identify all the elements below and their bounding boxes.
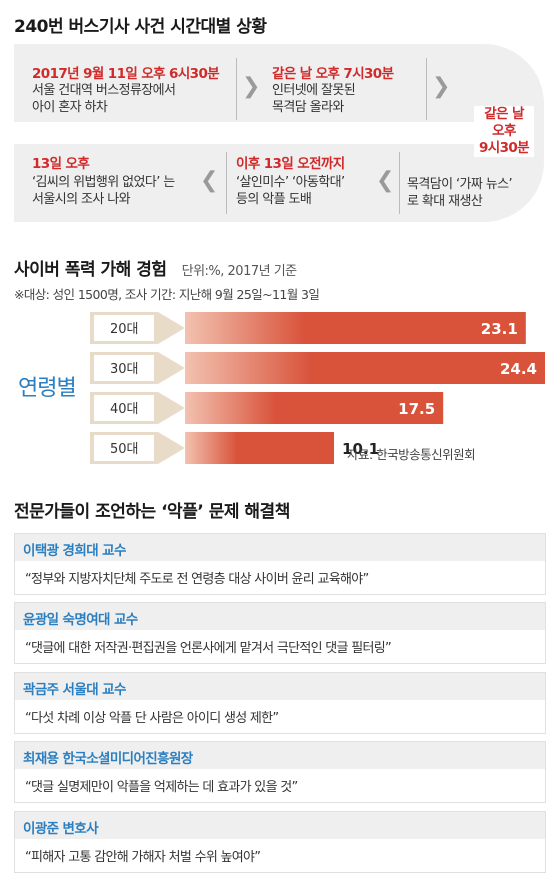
expert-quote: “댓글 실명제만이 악플을 억제하는 데 효과가 있을 것” (25, 780, 298, 795)
event-5-desc: ‘김씨의 위법행위 없었다’ 는 서울시의 조사 나와 (32, 175, 175, 207)
category-tag-face (94, 355, 154, 381)
chevron-arrow-icon: ❮ (376, 168, 395, 193)
category-label: 30대 (110, 362, 139, 377)
axis-label: 연령별 (18, 376, 77, 401)
expert-quote: “다섯 차례 이상 악플 단 사람은 아이디 생성 제한” (25, 711, 279, 726)
value-label: 23.1 (481, 320, 518, 338)
timeline-band (14, 44, 544, 222)
category-tag-face (94, 315, 154, 341)
bar-chart: 20대 23.1 30대 24.4 40대 17.5 50대 10.1 (90, 312, 545, 464)
event-2-desc: 인터넷에 잘못된 목격담 올라와 (272, 83, 356, 115)
expert-name: 윤광일 숙명여대 교수 (15, 603, 545, 630)
expert-quote: “정부와 지방자치단체 주도로 전 연령층 대상 사이버 윤리 교육해야” (25, 572, 369, 587)
chart-note: ※대상: 성인 1500명, 조사 기간: 지난해 9월 25일~11월 3일 (14, 287, 320, 302)
timeline: 2017년 9월 11일 오후 6시30분 서울 건대역 버스정류장에서 아이 … (14, 44, 546, 224)
event-3-desc: 목격담이 ‘가짜 뉴스’ 로 확대 재생산 (407, 177, 513, 209)
expert-name: 곽금주 서울대 교수 (15, 673, 545, 700)
chart-header: 사이버 폭력 가해 경험 단위:%, 2017년 기준 (14, 255, 297, 280)
chevron-arrow-icon: ❯ (242, 74, 261, 99)
timeline-title: 240번 버스기사 사건 시간대별 상황 (14, 17, 267, 37)
expert-name: 이택광 경희대 교수 (15, 534, 545, 561)
expert-card: 곽금주 서울대 교수 “다섯 차례 이상 악플 단 사람은 아이디 생성 제한” (14, 672, 546, 734)
category-label: 40대 (110, 402, 139, 417)
event-4-date: 이후 13일 오전까지 (236, 156, 345, 172)
category-tag-face (94, 435, 154, 461)
expert-card: 최재용 한국소셜미디어진흥원장 “댓글 실명제만이 악플을 억제하는 데 효과가 … (14, 741, 546, 803)
expert-card: 이택광 경희대 교수 “정부와 지방자치단체 주도로 전 연령층 대상 사이버 윤… (14, 533, 546, 595)
expert-name: 이광준 변호사 (15, 812, 545, 839)
value-label: 17.5 (398, 400, 435, 418)
value-label: 24.4 (500, 360, 537, 378)
event-1-date: 2017년 9월 11일 오후 6시30분 (32, 66, 220, 82)
bar-50대 (185, 432, 335, 464)
event-5-date: 13일 오후 (32, 156, 90, 172)
event-2-date: 같은 날 오후 7시30분 (272, 66, 394, 82)
expert-quote: “댓글에 대한 저작권·편집권을 언론사에게 맡겨서 극단적인 댓글 필터링” (25, 641, 392, 656)
experts-title: 전문가들이 조언하는 ‘악플’ 문제 해결책 (14, 502, 290, 522)
event-4-desc: ‘살인미수’ ‘아동학대’ 등의 악플 도배 (236, 175, 345, 207)
bar-40대 (185, 392, 444, 424)
bar-30대 (185, 352, 545, 384)
category-tag-face (94, 395, 154, 421)
chart-source: 자료: 한국방송통신위원회 (347, 447, 476, 462)
category-label: 20대 (110, 322, 139, 337)
expert-card: 이광준 변호사 “피해자 고통 감안해 가해자 처벌 수위 높여야” (14, 811, 546, 873)
chevron-arrow-icon: ❮ (200, 168, 219, 193)
category-label: 50대 (110, 442, 139, 457)
chevron-arrow-icon: ❯ (432, 74, 451, 99)
chart-title: 사이버 폭력 가해 경험 (14, 260, 167, 280)
expert-name: 최재용 한국소셜미디어진흥원장 (15, 742, 545, 769)
expert-quote: “피해자 고통 감안해 가해자 처벌 수위 높여야” (25, 850, 261, 865)
value-label: 10.1 (342, 440, 379, 458)
chart-unit: 단위:%, 2017년 기준 (181, 264, 298, 279)
expert-card: 윤광일 숙명여대 교수 “댓글에 대한 저작권·편집권을 언론사에게 맡겨서 극단… (14, 602, 546, 664)
bar-20대 (185, 312, 526, 344)
event-1-desc: 서울 건대역 버스정류장에서 아이 혼자 하차 (32, 83, 176, 115)
event-3-date: 같은 날 오후 9시30분 (474, 106, 534, 157)
